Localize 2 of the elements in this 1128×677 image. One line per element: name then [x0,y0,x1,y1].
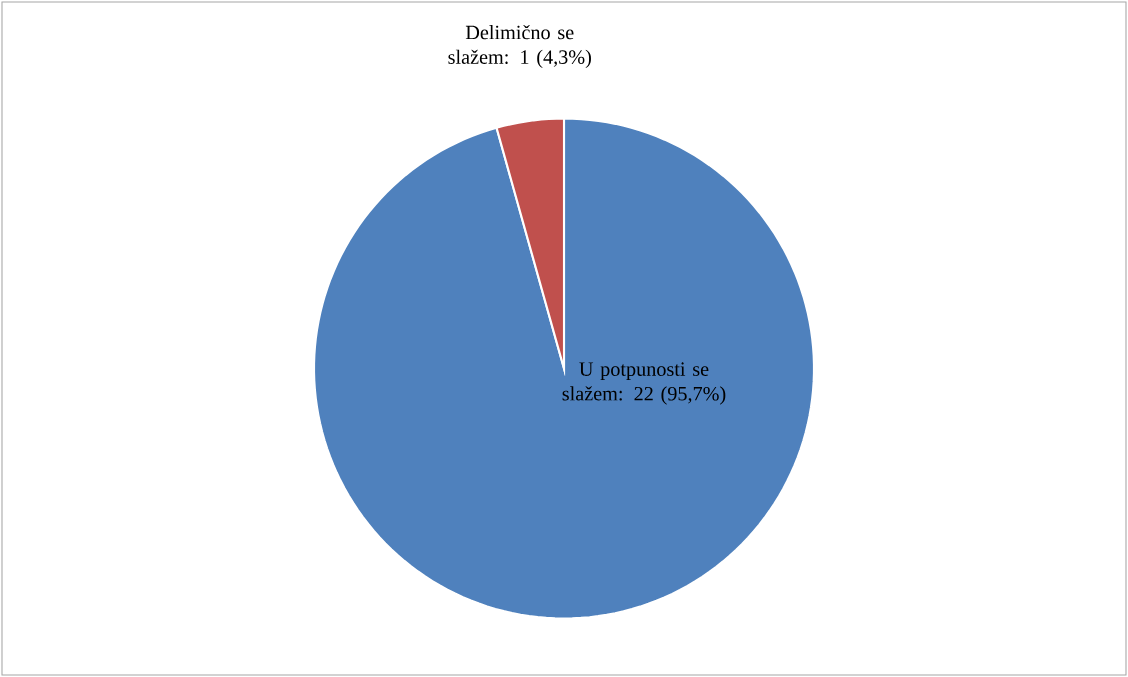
slice-label: U potpunosti se slažem: 22 (95,7%) [562,362,726,405]
slice-label: Delimično se slažem: 1 (4,3%) [448,25,591,68]
